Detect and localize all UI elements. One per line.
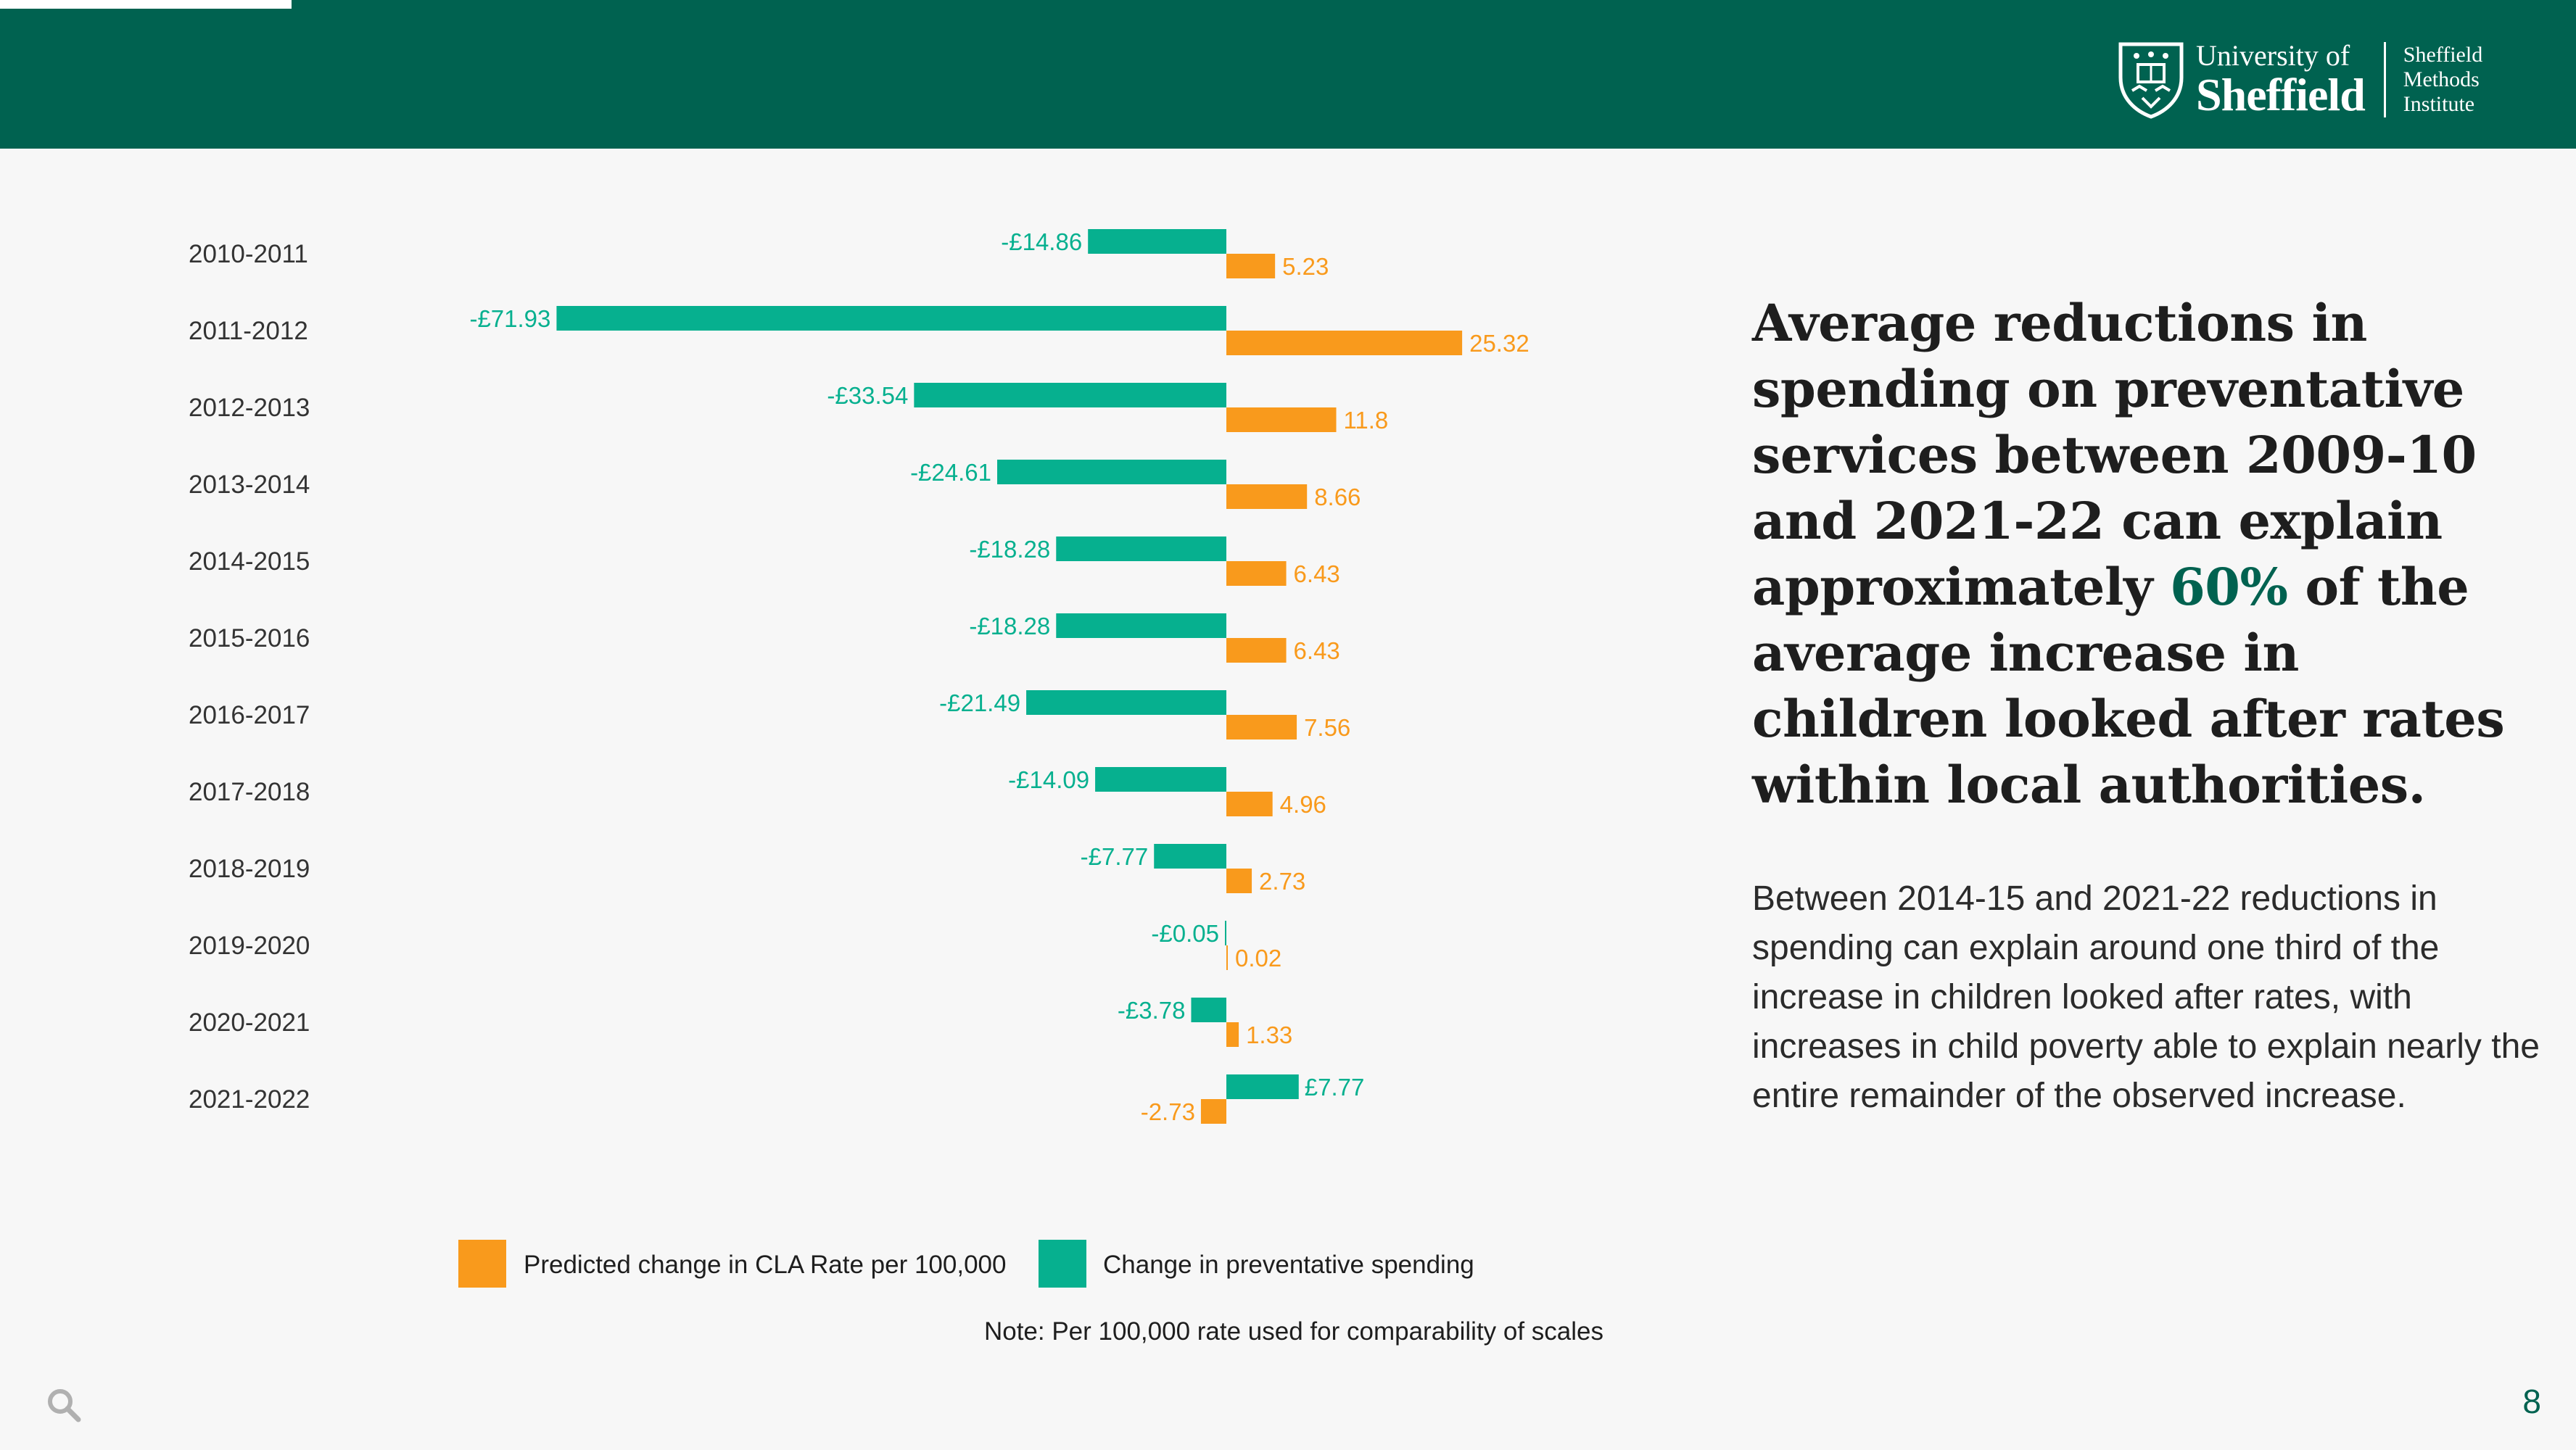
spending-bar <box>914 383 1226 407</box>
spending-bar <box>1056 613 1226 638</box>
cla-bar <box>1226 254 1276 278</box>
category-label: 2021-2022 <box>189 1085 310 1114</box>
institute-line-1: Sheffield <box>2403 43 2483 67</box>
headline-text-1: Average reductions in spending on preven… <box>1752 293 2477 617</box>
logo-line-1: University of <box>2196 39 2350 72</box>
university-crest-icon <box>2118 42 2184 119</box>
cla-data-label: -2.73 <box>1141 1098 1195 1125</box>
spending-bar <box>1095 767 1226 792</box>
page-number: 8 <box>2522 1383 2541 1420</box>
spending-data-label: -£71.93 <box>469 305 550 332</box>
spending-bar <box>1226 1074 1299 1099</box>
category-label: 2013-2014 <box>189 471 310 499</box>
cla-bar <box>1226 715 1297 740</box>
cla-bar <box>1226 792 1273 816</box>
spending-bar <box>997 460 1226 484</box>
category-label: 2014-2015 <box>189 547 310 576</box>
header-bar <box>0 0 2576 149</box>
slide-headline: Average reductions in spending on preven… <box>1752 290 2550 818</box>
spending-data-label: -£21.49 <box>939 689 1020 716</box>
spending-data-label: -£7.77 <box>1081 843 1149 870</box>
spending-bar <box>1088 229 1226 254</box>
cla-bar <box>1226 638 1287 663</box>
spending-data-label: -£0.05 <box>1151 920 1219 947</box>
cla-bar <box>1226 561 1287 586</box>
category-label: 2017-2018 <box>189 778 310 806</box>
category-label: 2020-2021 <box>189 1008 310 1037</box>
legend-swatch-spending <box>1039 1240 1086 1288</box>
institute-line-3: Institute <box>2403 92 2475 116</box>
cla-data-label: 8.66 <box>1314 484 1361 510</box>
cla-data-label: 0.02 <box>1235 945 1281 972</box>
spending-bar <box>1026 690 1226 715</box>
spending-data-label: -£18.28 <box>969 613 1050 639</box>
cla-data-label: 2.73 <box>1259 868 1305 895</box>
logo-divider <box>2383 42 2386 117</box>
slide-progress-bar <box>0 0 292 9</box>
headline-text-2: of the average increase in children look… <box>1752 557 2505 815</box>
legend-label-cla: Predicted change in CLA Rate per 100,000 <box>524 1251 1006 1279</box>
legend-label-spending: Change in preventative spending <box>1103 1251 1474 1279</box>
institute-name: Sheffield Methods Institute <box>2403 43 2482 117</box>
cla-bar <box>1226 331 1463 355</box>
category-label: 2015-2016 <box>189 624 310 652</box>
university-wordmark: University of Sheffield <box>2196 39 2366 120</box>
cla-data-label: 1.33 <box>1246 1022 1292 1048</box>
chart-note: Note: Per 100,000 rate used for comparab… <box>984 1317 1603 1346</box>
cla-data-label: 6.43 <box>1294 637 1340 664</box>
search-icon[interactable] <box>45 1386 83 1424</box>
cla-data-label: 7.56 <box>1304 714 1350 741</box>
legend-swatch-cla <box>458 1240 506 1288</box>
cla-bar <box>1226 407 1337 432</box>
cla-data-label: 5.23 <box>1282 253 1329 280</box>
spending-bar <box>556 306 1226 331</box>
university-logo: University of Sheffield Sheffield Method… <box>2116 38 2482 122</box>
spending-data-label: -£18.28 <box>969 536 1050 563</box>
category-label: 2019-2020 <box>189 932 310 960</box>
spending-bar <box>1056 536 1226 561</box>
category-label: 2016-2017 <box>189 701 310 729</box>
spending-data-label: -£33.54 <box>827 382 908 409</box>
cla-data-label: 25.32 <box>1469 330 1530 357</box>
spending-data-label: -£14.09 <box>1008 766 1089 793</box>
headline-accent: 60% <box>2170 557 2288 617</box>
diverging-bar-chart: 2010-2011 -£14.86 5.23 2011-2012 -£71.93 25.3… <box>189 228 1603 1346</box>
spending-bar <box>1191 998 1226 1022</box>
spending-data-label: -£14.86 <box>1001 228 1082 255</box>
spending-data-label: -£3.78 <box>1118 997 1186 1024</box>
cla-bar <box>1226 484 1308 509</box>
spending-bar <box>1154 844 1226 869</box>
cla-bar <box>1200 1099 1226 1124</box>
cla-data-label: 11.8 <box>1344 407 1389 434</box>
cla-bar <box>1226 869 1252 893</box>
logo-line-2: Sheffield <box>2196 69 2366 120</box>
category-label: 2018-2019 <box>189 855 310 883</box>
institute-line-2: Methods <box>2403 67 2480 91</box>
spending-data-label: -£24.61 <box>910 459 991 486</box>
spending-data-label: £7.77 <box>1305 1074 1365 1101</box>
category-label: 2010-2011 <box>189 240 308 268</box>
category-label: 2012-2013 <box>189 394 310 422</box>
slide-body-text: Between 2014-15 and 2021-22 reductions i… <box>1752 879 2540 1115</box>
cla-bar <box>1226 1022 1239 1047</box>
cla-bar <box>1226 945 1228 970</box>
category-label: 2011-2012 <box>189 317 308 345</box>
cla-data-label: 6.43 <box>1294 560 1340 587</box>
cla-data-label: 4.96 <box>1280 791 1326 818</box>
spending-bar <box>1225 921 1226 945</box>
